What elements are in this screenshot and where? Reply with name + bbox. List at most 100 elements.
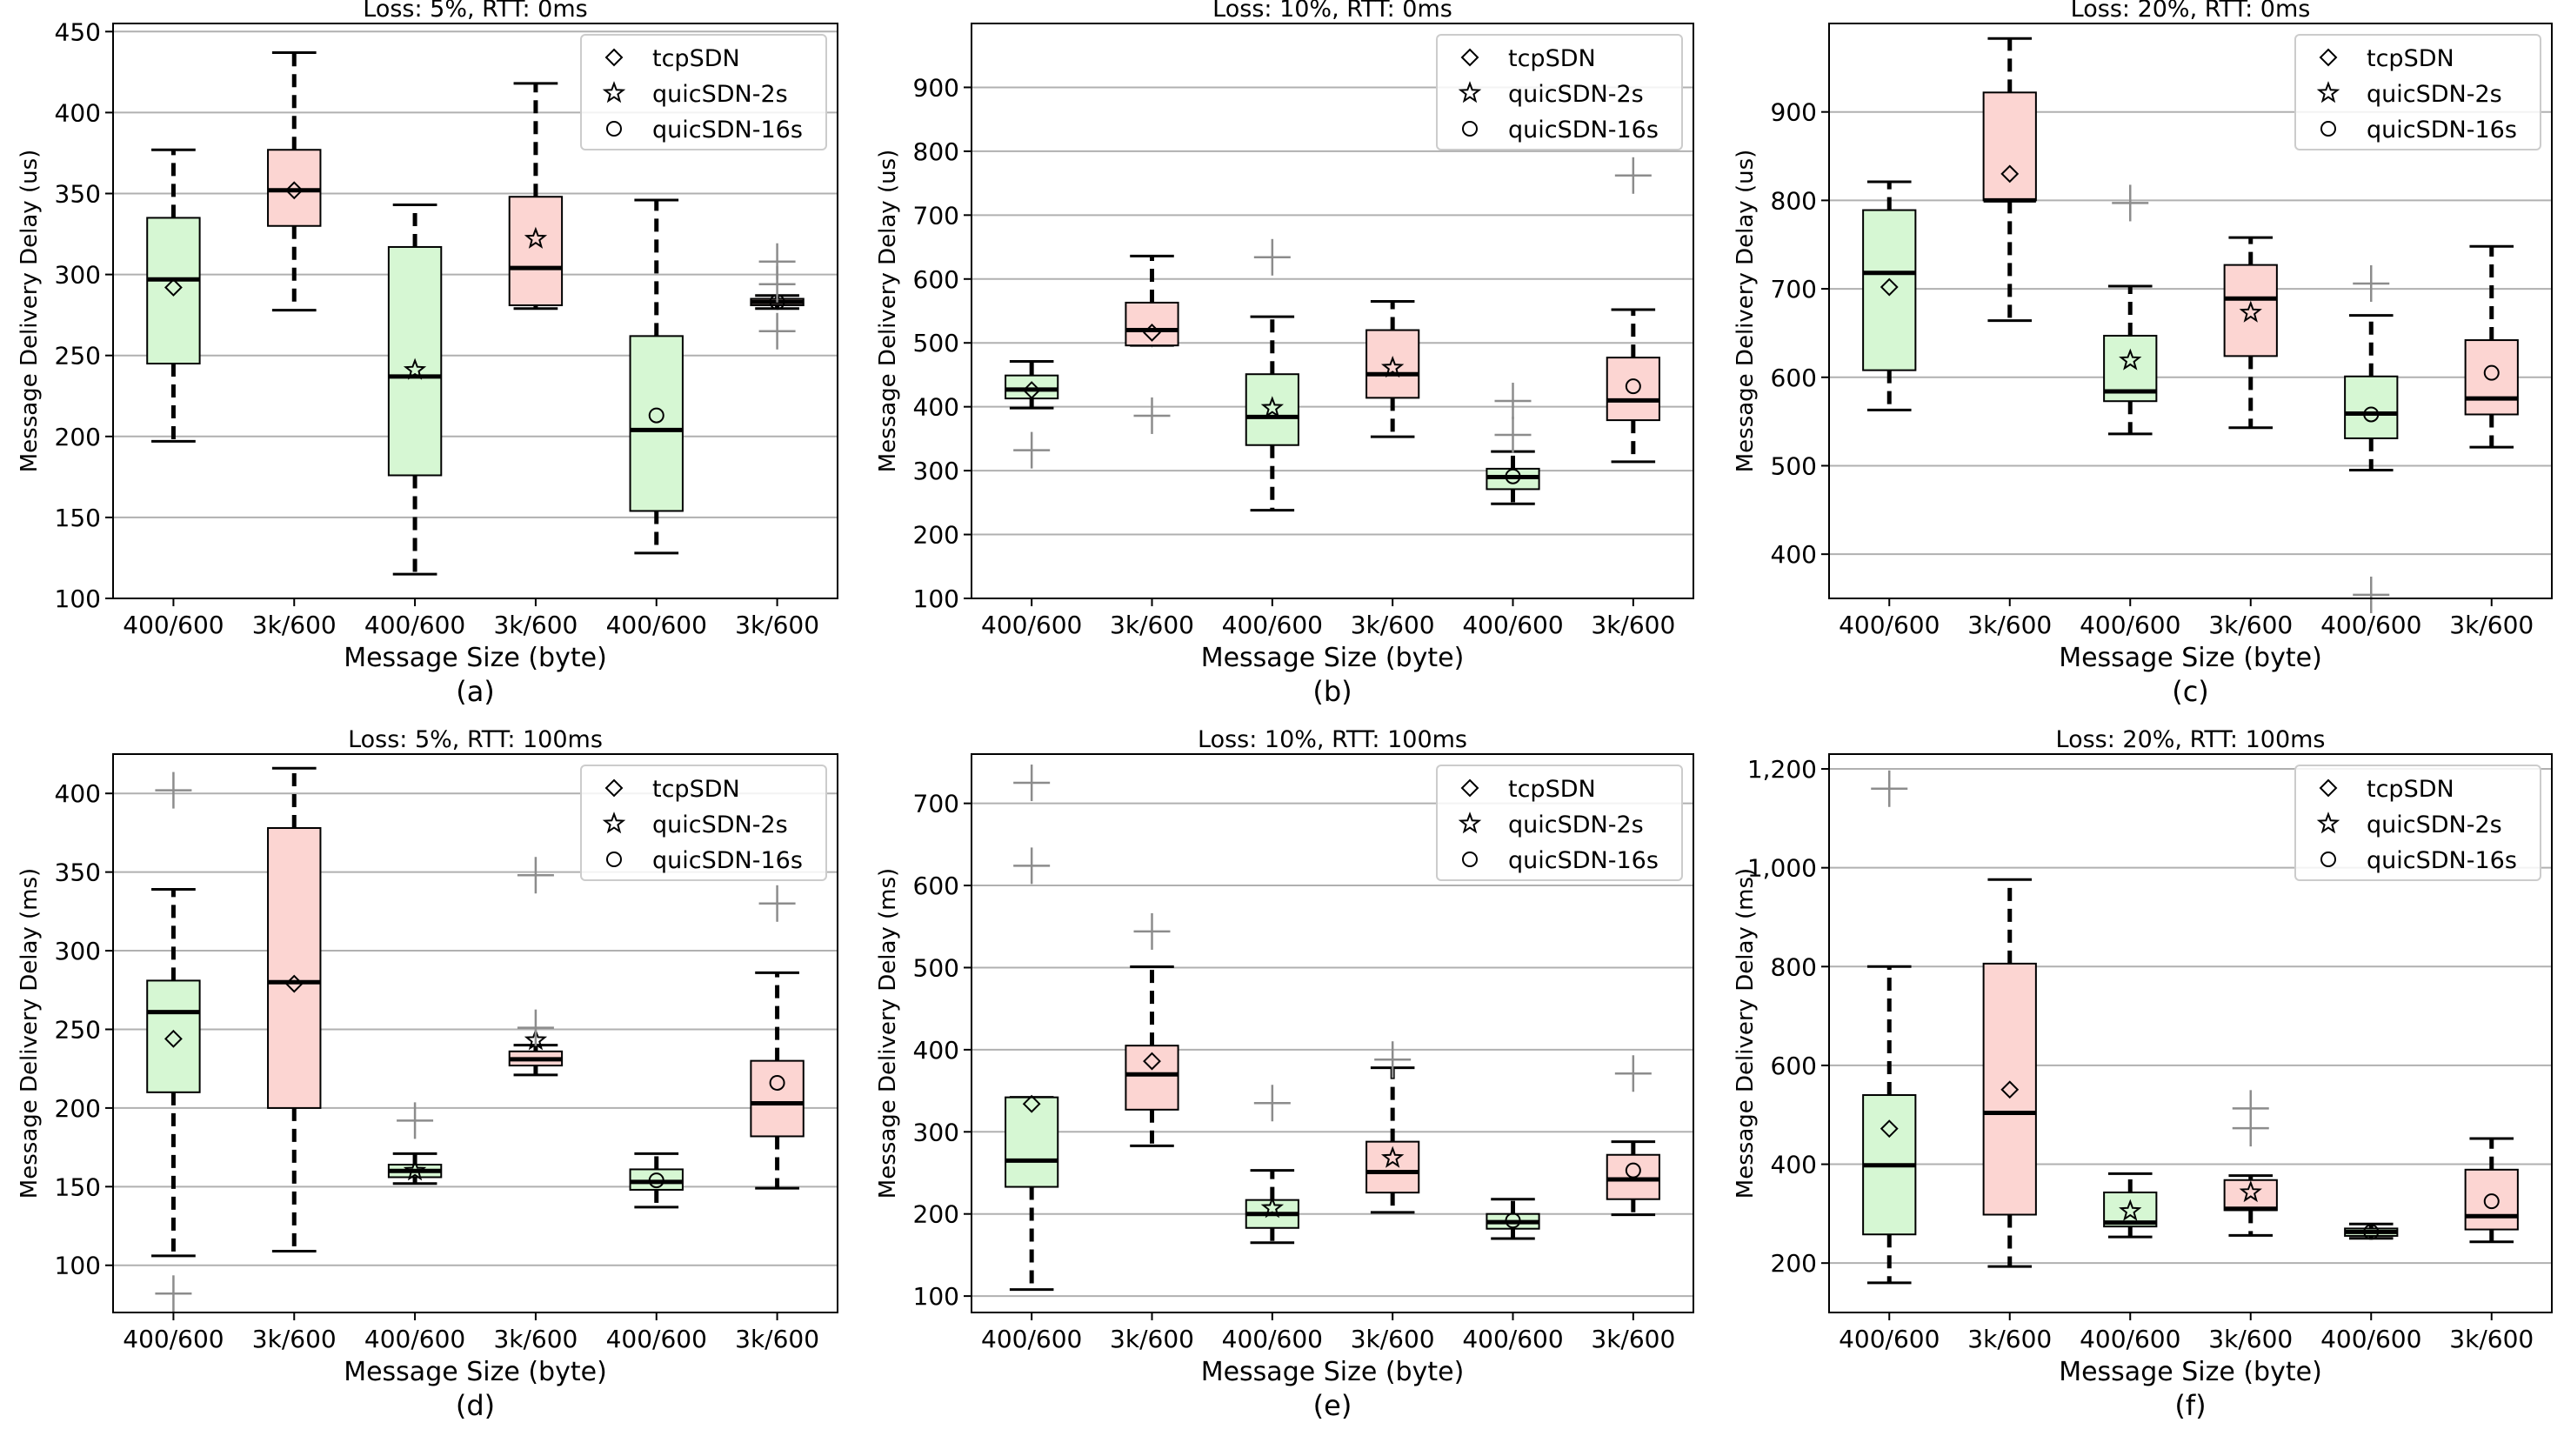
legend-frame [580,34,827,150]
box-5 [2344,1222,2399,1240]
diamond-marker [284,181,304,200]
y-tick-label: 150 [55,1172,101,1201]
y-tick-label: 250 [55,1015,101,1044]
x-tick-label: 400/600 [606,1325,707,1353]
y-tick-label: 350 [55,180,101,209]
box-5 [1486,1198,1540,1240]
y-tick-label: 200 [55,1094,101,1123]
legend-label: tcpSDN [1508,776,1596,803]
box-1 [146,771,201,1312]
y-tick-label: 100 [55,584,101,613]
box-1 [1005,360,1059,469]
x-tick-label: 3k/600 [1110,611,1194,639]
y-tick-label: 400 [913,393,959,422]
star-marker [2119,1199,2142,1221]
y-tick-label: 900 [1771,98,1817,127]
circle-marker [1505,468,1521,484]
circle-marker [606,121,622,137]
axes-frame [1828,753,2553,1313]
box-1 [1862,180,1917,411]
diamond-marker [1143,1052,1161,1071]
box-6 [2464,1137,2519,1244]
y-tick-label: 200 [1771,1249,1817,1278]
star-marker [2119,348,2142,371]
x-axis-label: Message Size (byte) [2059,643,2322,673]
iqr-box [2223,264,2278,357]
y-tick-label: 600 [1771,1052,1817,1080]
x-tick-label: 400/600 [1222,1325,1323,1353]
y-tick-label: 200 [55,423,101,451]
x-axis-label: Message Size (byte) [344,643,607,673]
y-axis-label: Message Delivery Delay (ms) [17,868,43,1199]
y-axis-label: Message Delivery Delay (us) [1733,150,1759,473]
x-tick-label: 3k/600 [2449,1325,2534,1353]
legend-label: quicSDN-16s [1508,847,1659,874]
star-marker [1260,396,1285,418]
x-tick-label: 3k/600 [1351,611,1435,639]
x-tick-label: 3k/600 [493,611,578,639]
y-tick-label: 600 [913,265,959,294]
y-tick-label: 700 [913,201,959,230]
diamond-marker [164,1029,183,1048]
box-4 [508,857,564,1077]
y-tick-label: 200 [913,521,959,550]
x-tick-label: 3k/600 [1967,1325,2052,1353]
y-tick-label: 100 [55,1252,101,1280]
y-tick-label: 800 [913,137,959,166]
legend-label: tcpSDN [652,776,740,803]
legend: tcpSDN quicSDN-2s quicSDN-16s [1436,34,1683,150]
legend-label: quicSDN-2s [1508,81,1644,108]
box-2 [267,766,322,1252]
circle-marker [2320,852,2336,867]
diamond-marker [2319,48,2338,67]
subplot-d: Loss: 5%, RTT: 100ms 100 150 200 250 300 350 40… [17,726,838,1422]
x-tick-label: 3k/600 [252,1325,337,1353]
iqr-box [1365,329,1420,399]
x-tick-label: 400/600 [364,1325,465,1353]
x-tick-label: 400/600 [606,611,707,639]
circle-marker [769,1074,785,1091]
box-6 [2464,244,2519,449]
iqr-box [629,1168,684,1191]
box-3 [2103,1172,2158,1239]
x-tick-label: 3k/600 [1591,611,1675,639]
circle-marker [1462,852,1478,867]
star-marker [1458,81,1482,104]
box-4 [1365,299,1420,438]
legend-frame [2294,34,2541,150]
box-3 [387,204,443,576]
x-tick-label: 400/600 [1222,611,1323,639]
box-4 [2223,1090,2278,1237]
y-tick-label: 400 [1771,540,1817,569]
x-tick-label: 3k/600 [1351,1325,1435,1353]
x-tick-label: 3k/600 [1110,1325,1194,1353]
star-marker [2316,81,2340,104]
y-tick-label: 100 [913,584,959,613]
diamond-marker [2319,778,2338,798]
y-axis-label: Message Delivery Delay (ms) [1733,868,1759,1199]
subplot-caption: (a) [456,675,495,708]
x-tick-label: 3k/600 [252,611,337,639]
legend-label: quicSDN-2s [652,811,788,838]
y-tick-label: 350 [55,858,101,887]
diamond-marker [1022,1094,1041,1113]
diamond-marker [604,48,624,67]
y-tick-label: 300 [913,1118,959,1146]
star-marker [524,226,548,249]
legend-label: quicSDN-16s [652,847,803,874]
x-tick-label: 400/600 [1839,611,1940,639]
x-axis-label: Message Size (byte) [1201,643,1465,673]
diamond-marker [284,974,304,993]
axes-frame [971,753,1694,1313]
legend-label: quicSDN-16s [1508,117,1659,144]
subplot-caption: (e) [1313,1389,1352,1422]
subplot-caption: (d) [456,1389,495,1422]
axes-frame [1828,23,2553,599]
box-6 [750,885,805,1190]
x-tick-label: 400/600 [981,1325,1082,1353]
legend-label: quicSDN-2s [2367,811,2502,838]
box-2 [1982,878,2037,1268]
diamond-marker [1460,778,1479,798]
iqr-box [1125,1045,1179,1111]
circle-marker [1625,378,1641,395]
